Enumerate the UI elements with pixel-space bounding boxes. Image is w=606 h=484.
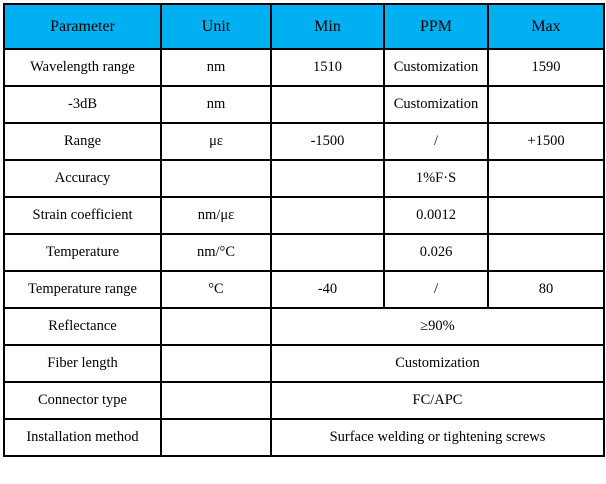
table-header-row: Parameter Unit Min PPM Max	[3, 3, 605, 50]
merged-value-cell: ≥90%	[270, 307, 605, 346]
table-row: Installation method Surface welding or t…	[3, 418, 605, 457]
max-cell: 1590	[487, 48, 605, 87]
param-cell: Installation method	[3, 418, 162, 457]
param-cell: Strain coefficient	[3, 196, 162, 235]
specification-table: Parameter Unit Min PPM Max Wavelength ra…	[3, 3, 605, 457]
table-row: Temperature range °C -40 / 80	[3, 270, 605, 309]
max-cell: +1500	[487, 122, 605, 161]
param-cell: Fiber length	[3, 344, 162, 383]
max-cell	[487, 196, 605, 235]
table-row: Fiber length Customization	[3, 344, 605, 383]
min-cell	[270, 196, 385, 235]
param-cell: Temperature range	[3, 270, 162, 309]
table-row: Reflectance ≥90%	[3, 307, 605, 346]
table-row: Connector type FC/APC	[3, 381, 605, 420]
min-cell: 1510	[270, 48, 385, 87]
unit-cell	[160, 307, 272, 346]
ppm-cell: Customization	[383, 85, 489, 124]
merged-value-cell: Customization	[270, 344, 605, 383]
header-min: Min	[270, 3, 385, 50]
unit-cell	[160, 159, 272, 198]
table-row: Range με -1500 / +1500	[3, 122, 605, 161]
table-row: Wavelength range nm 1510 Customization 1…	[3, 48, 605, 87]
ppm-cell: /	[383, 122, 489, 161]
param-cell: Temperature	[3, 233, 162, 272]
table-row: Accuracy 1%F·S	[3, 159, 605, 198]
header-ppm: PPM	[383, 3, 489, 50]
param-cell: Wavelength range	[3, 48, 162, 87]
table-row: Strain coefficient nm/με 0.0012	[3, 196, 605, 235]
ppm-cell: 0.0012	[383, 196, 489, 235]
header-unit: Unit	[160, 3, 272, 50]
param-cell: Reflectance	[3, 307, 162, 346]
unit-cell: nm/°C	[160, 233, 272, 272]
min-cell	[270, 159, 385, 198]
ppm-cell: 0.026	[383, 233, 489, 272]
unit-cell: με	[160, 122, 272, 161]
ppm-cell: 1%F·S	[383, 159, 489, 198]
header-max: Max	[487, 3, 605, 50]
table-row: -3dB nm Customization	[3, 85, 605, 124]
param-cell: Accuracy	[3, 159, 162, 198]
min-cell	[270, 233, 385, 272]
merged-value-cell: Surface welding or tightening screws	[270, 418, 605, 457]
unit-cell: nm/με	[160, 196, 272, 235]
min-cell	[270, 85, 385, 124]
ppm-cell: /	[383, 270, 489, 309]
max-cell: 80	[487, 270, 605, 309]
param-cell: Connector type	[3, 381, 162, 420]
unit-cell	[160, 381, 272, 420]
unit-cell: nm	[160, 48, 272, 87]
ppm-cell: Customization	[383, 48, 489, 87]
header-parameter: Parameter	[3, 3, 162, 50]
unit-cell: °C	[160, 270, 272, 309]
param-cell: Range	[3, 122, 162, 161]
max-cell	[487, 159, 605, 198]
unit-cell	[160, 344, 272, 383]
max-cell	[487, 233, 605, 272]
merged-value-cell: FC/APC	[270, 381, 605, 420]
unit-cell: nm	[160, 85, 272, 124]
table-row: Temperature nm/°C 0.026	[3, 233, 605, 272]
param-cell: -3dB	[3, 85, 162, 124]
unit-cell	[160, 418, 272, 457]
min-cell: -1500	[270, 122, 385, 161]
min-cell: -40	[270, 270, 385, 309]
max-cell	[487, 85, 605, 124]
